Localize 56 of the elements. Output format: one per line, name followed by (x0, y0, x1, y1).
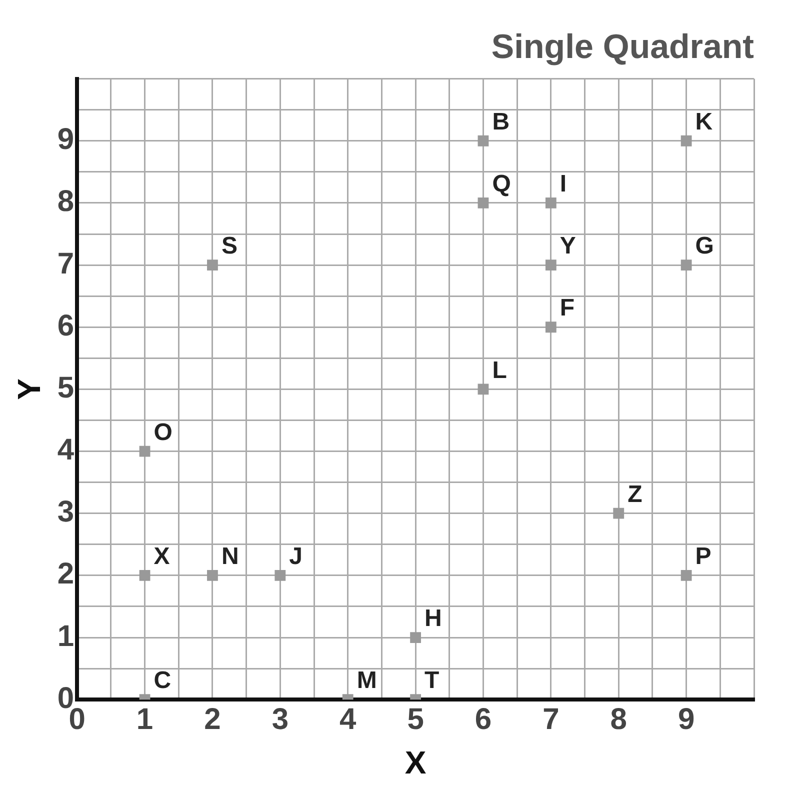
point (680, 570, 692, 581)
annotation: F (560, 294, 575, 322)
annotation: G (695, 232, 714, 260)
y-tick-label: 6 (57, 309, 74, 342)
point (478, 135, 489, 146)
point (478, 198, 489, 208)
point (139, 570, 150, 581)
x-tick-label: 8 (610, 702, 627, 736)
annotation: H (424, 605, 442, 632)
point (410, 632, 421, 643)
y-tick-label: 2 (57, 558, 74, 591)
annotation: Y (560, 232, 576, 260)
chart-title: Single Quadrant (491, 28, 754, 66)
x-tick-label: 5 (407, 702, 424, 736)
y-tick-label: 3 (57, 496, 74, 529)
annotation: O (154, 418, 172, 446)
point (207, 260, 218, 270)
annotation: S (221, 232, 238, 260)
x-tick-label: 4 (340, 702, 357, 736)
y-tick-label: 7 (57, 247, 74, 280)
point (680, 135, 692, 146)
point (545, 198, 556, 208)
point (207, 570, 218, 581)
x-tick-label: 3 (272, 702, 289, 736)
y-tick-label: 9 (57, 123, 74, 156)
annotation: P (695, 543, 712, 570)
y-tick-label: 8 (57, 185, 74, 218)
annotation: X (154, 543, 170, 570)
annotation: K (695, 108, 714, 136)
point (274, 570, 286, 581)
x-axis-title: X (404, 744, 427, 781)
annotation: C (154, 667, 172, 694)
point (545, 260, 556, 270)
annotation: T (424, 667, 440, 694)
point (545, 322, 556, 333)
annotation: J (289, 543, 303, 570)
x-tick-label: 6 (474, 702, 492, 736)
annotation: N (221, 543, 239, 570)
x-tick-label: 1 (136, 702, 154, 736)
annotation: Q (492, 170, 511, 198)
y-tick-label: 4 (57, 434, 74, 467)
annotation: Z (628, 480, 642, 508)
point (613, 508, 624, 519)
point (478, 384, 489, 395)
annotation: I (560, 170, 567, 198)
annotation: M (356, 667, 377, 694)
x-tick-label: 9 (678, 702, 695, 736)
x-tick-label: 7 (542, 702, 560, 736)
point (680, 260, 692, 270)
x-tick-label: 2 (204, 702, 221, 736)
point (139, 446, 150, 457)
annotation: L (492, 356, 507, 384)
annotation: B (492, 108, 510, 136)
y-axis-title: Y (11, 378, 48, 400)
y-tick-label: 5 (57, 371, 74, 404)
y-tick-label: 1 (57, 620, 74, 653)
